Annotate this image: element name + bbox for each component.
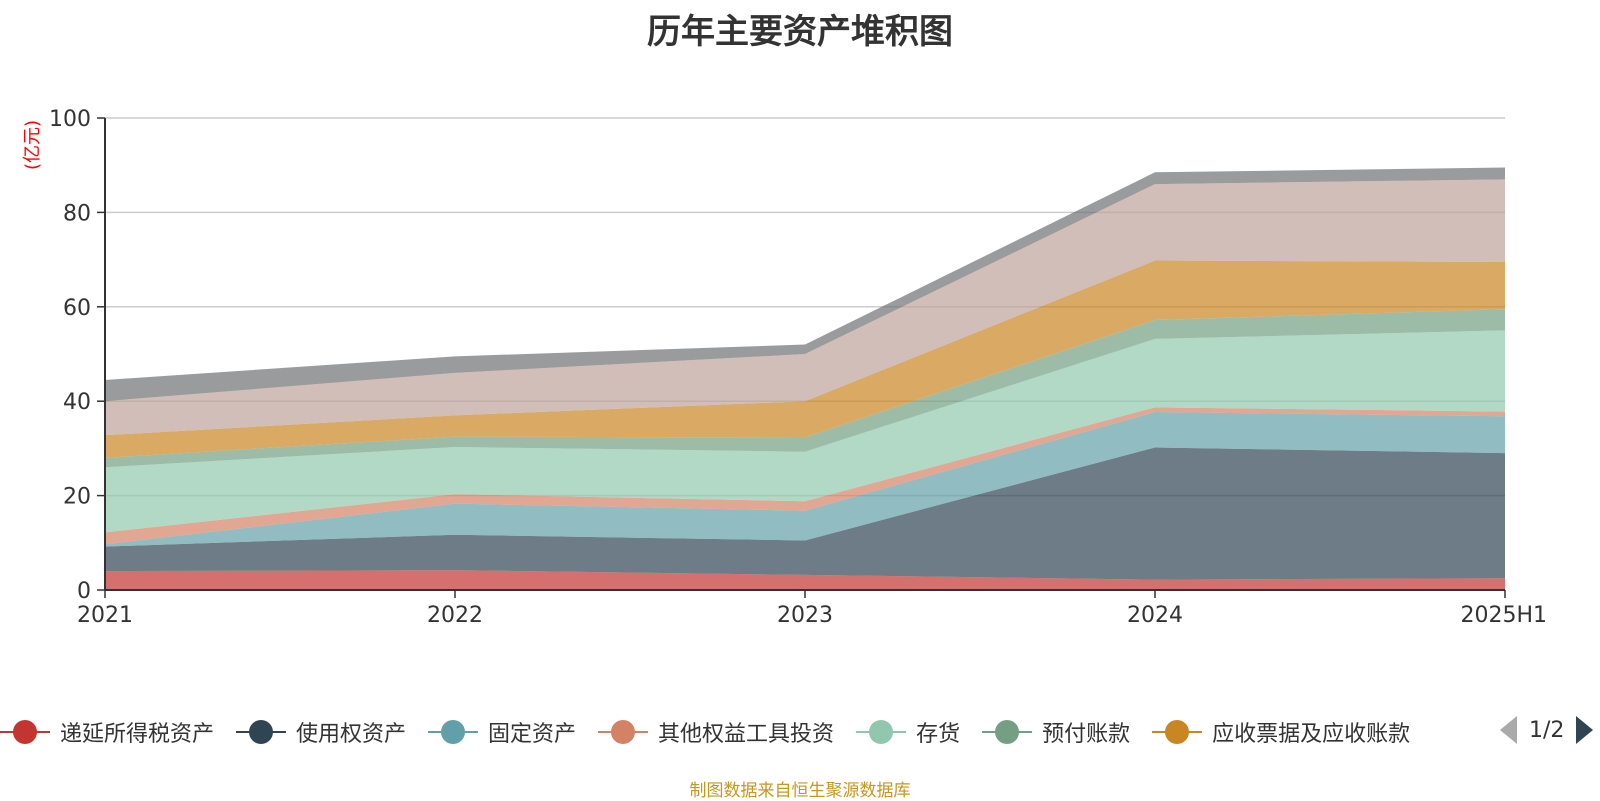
x-tick-label: 2021: [77, 603, 133, 628]
legend-label: 使用权资产: [296, 722, 407, 747]
area-series-7[interactable]: [105, 260, 1505, 458]
legend: 递延所得税资产 使用权资产 固定资产 其他权益工具投资 存货 预付账款 应收票据及应收账款: [0, 712, 1432, 752]
data-source-note: 制图数据来自恒生聚源数据库: [689, 781, 911, 801]
legend-marker-icon: [1152, 719, 1203, 745]
legend-prev-page-icon[interactable]: [1500, 716, 1517, 744]
area-series-8[interactable]: [105, 179, 1505, 436]
stacked-area-chart: 0 20 40 60 80 100 2021 2022 2023 2024 2025H1 (亿元): [22, 107, 1547, 628]
y-axis-unit-label: (亿元): [22, 120, 43, 170]
legend-label: 应收票据及应收账款: [1212, 722, 1411, 747]
y-tick-label: 20: [63, 485, 91, 510]
y-tick-label: 80: [63, 201, 91, 226]
legend-next-page-icon[interactable]: [1576, 716, 1594, 744]
legend-marker-icon: [856, 719, 907, 745]
legend-marker-icon: [236, 719, 287, 745]
legend-item[interactable]: 其他权益工具投资: [598, 716, 834, 748]
legend-label: 其他权益工具投资: [658, 722, 835, 747]
area-series-1[interactable]: [105, 570, 1505, 590]
legend-item[interactable]: 递延所得税资产: [0, 716, 214, 748]
y-tick-label: 60: [63, 296, 91, 321]
legend-pager: 1/2: [1500, 716, 1594, 744]
legend-marker-icon: [982, 719, 1033, 745]
legend-marker-icon: [0, 719, 50, 745]
legend-marker-icon: [428, 719, 479, 745]
area-series-6[interactable]: [105, 309, 1505, 468]
area-series-2[interactable]: [105, 447, 1505, 580]
legend-marker-icon: [598, 719, 649, 745]
chart-title: 历年主要资产堆积图: [647, 12, 953, 52]
y-tick-label: 100: [49, 107, 91, 132]
legend-item[interactable]: 预付账款: [982, 716, 1130, 748]
legend-label: 存货: [916, 722, 961, 747]
area-series-5[interactable]: [105, 330, 1505, 533]
area-series-9[interactable]: [105, 167, 1505, 402]
legend-item[interactable]: 存货: [856, 716, 960, 748]
area-series-3[interactable]: [105, 412, 1505, 547]
legend-item[interactable]: 固定资产: [428, 716, 576, 748]
legend-label: 预付账款: [1042, 722, 1131, 747]
legend-page-indicator: 1/2: [1529, 717, 1565, 743]
y-tick-label: 40: [63, 390, 91, 415]
x-tick-label: 2022: [427, 603, 483, 628]
y-tick-label: 0: [77, 579, 91, 604]
x-tick-label: 2024: [1127, 603, 1183, 628]
x-tick-label: 2023: [777, 603, 833, 628]
legend-label: 递延所得税资产: [60, 722, 215, 747]
x-tick-label: 2025H1: [1460, 603, 1547, 628]
legend-label: 固定资产: [488, 722, 577, 747]
legend-item[interactable]: 使用权资产: [236, 716, 406, 748]
legend-item[interactable]: 应收票据及应收账款: [1152, 716, 1410, 748]
